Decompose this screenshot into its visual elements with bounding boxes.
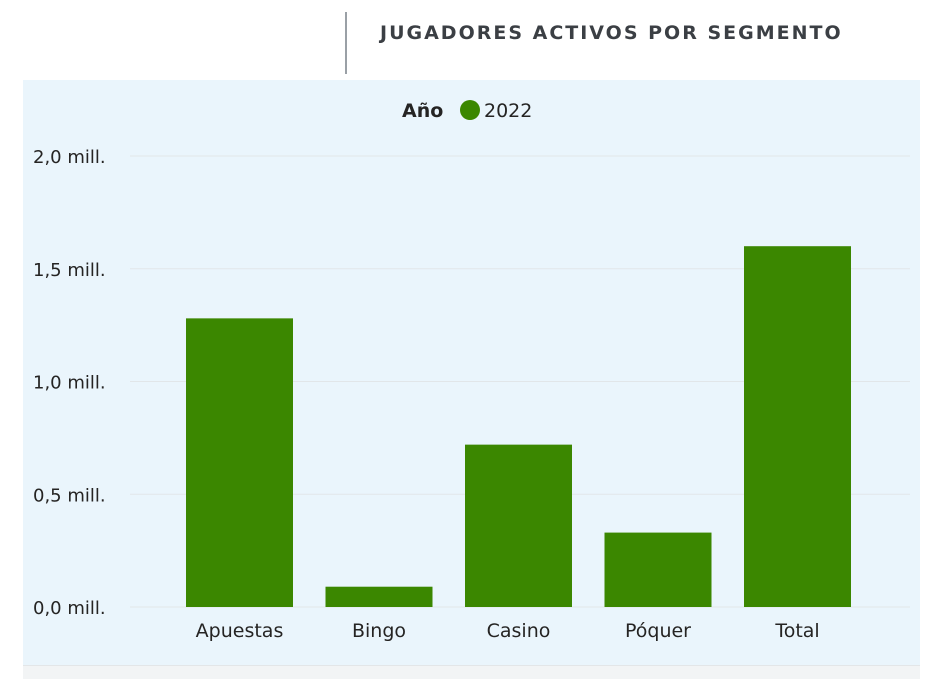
bar-total[interactable] — [744, 246, 851, 607]
legend-label-2022: 2022 — [484, 100, 532, 122]
y-tick-label: 0,0 mill. — [33, 598, 106, 619]
x-category-label: Total — [774, 620, 819, 642]
x-category-label: Casino — [487, 620, 551, 642]
legend-marker-2022 — [460, 100, 480, 120]
title-divider — [345, 12, 347, 74]
y-axis-tick-labels: 0,0 mill. 0,5 mill. 1,0 mill. 1,5 mill. 2,0 … — [33, 147, 106, 619]
x-category-label: Póquer — [625, 620, 691, 642]
legend[interactable]: Año 2022 — [402, 100, 532, 122]
bar-apuestas[interactable] — [186, 318, 293, 607]
panel-footer-strip — [23, 665, 920, 679]
bar-póquer[interactable] — [604, 532, 712, 607]
x-axis-category-labels: Apuestas Bingo Casino Póquer Total — [196, 620, 820, 642]
x-category-label: Apuestas — [196, 620, 284, 642]
legend-title: Año — [402, 100, 443, 122]
y-tick-label: 2,0 mill. — [33, 147, 106, 168]
bar-casino[interactable] — [465, 444, 572, 607]
y-tick-label: 1,0 mill. — [33, 373, 106, 394]
y-tick-label: 1,5 mill. — [33, 260, 106, 281]
bar-bingo[interactable] — [325, 586, 433, 607]
x-category-label: Bingo — [352, 620, 406, 642]
y-tick-label: 0,5 mill. — [33, 485, 106, 506]
bars — [186, 246, 851, 607]
chart-title: JUGADORES ACTIVOS POR SEGMENTO — [380, 22, 843, 44]
